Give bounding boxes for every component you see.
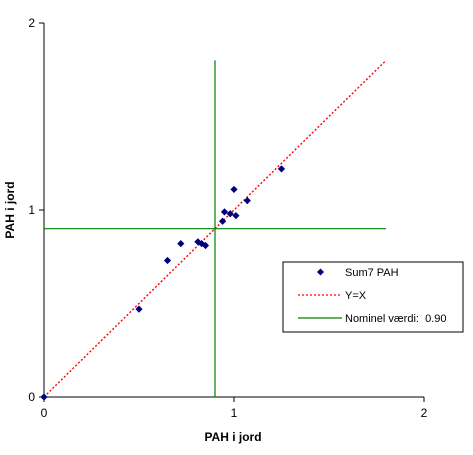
x-tick-label-1: 1	[231, 406, 238, 420]
data-point	[163, 256, 172, 265]
x-tick-label-0: 0	[41, 406, 48, 420]
data-point	[226, 210, 234, 218]
data-point	[243, 197, 251, 205]
data-point	[135, 305, 143, 313]
plot-area	[39, 22, 425, 402]
y-axis-ticks: 0 1 2	[28, 16, 35, 404]
legend-marker-diamond-icon	[317, 268, 324, 276]
legend-label-y-equals-x: Y=X	[345, 290, 367, 302]
legend-label-nominel-vaerdi: Nominel værdi: 0.90	[345, 313, 447, 325]
x-axis-title: PAH i jord	[204, 430, 261, 444]
legend-box	[282, 261, 464, 333]
data-point	[219, 217, 227, 225]
legend-label-sum7-pah: Sum7 PAH	[345, 267, 399, 279]
data-point	[220, 208, 229, 216]
x-axis-ticks: 0 1 2	[41, 406, 428, 420]
x-tick-label-2: 2	[421, 406, 428, 420]
data-point	[201, 241, 210, 250]
y-tick-label-1: 1	[28, 203, 35, 217]
data-point	[277, 165, 286, 173]
y-axis-title: PAH i jord	[3, 181, 17, 238]
y-tick-label-2: 2	[28, 16, 35, 30]
legend: Sum7 PAH Y=X Nominel værdi: 0.90	[282, 261, 464, 333]
data-point	[230, 185, 238, 194]
data-point	[40, 393, 48, 401]
data-point	[232, 212, 240, 220]
y-tick-label-0: 0	[28, 390, 35, 404]
data-point	[177, 240, 185, 248]
